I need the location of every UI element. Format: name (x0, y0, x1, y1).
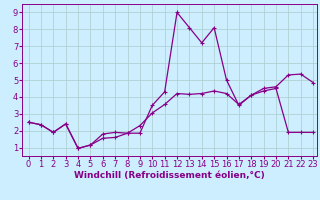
X-axis label: Windchill (Refroidissement éolien,°C): Windchill (Refroidissement éolien,°C) (74, 171, 265, 180)
